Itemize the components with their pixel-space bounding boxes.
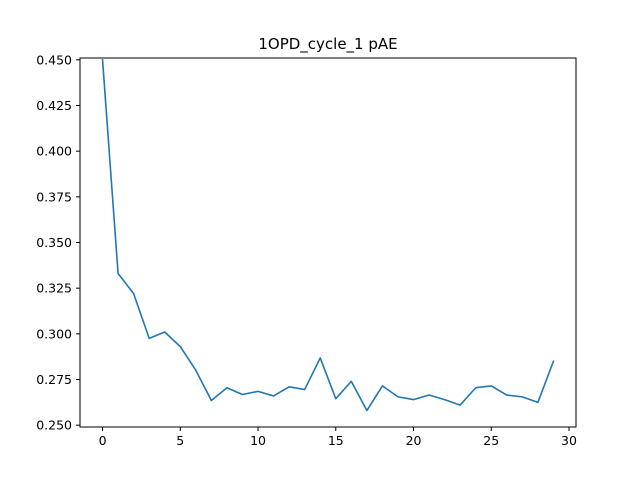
y-tick-label: 0.250 (36, 418, 72, 433)
y-tick-label: 0.375 (36, 189, 72, 204)
x-tick-label: 5 (176, 433, 184, 448)
x-tick-label: 30 (561, 433, 577, 448)
y-tick-label: 0.300 (36, 326, 72, 341)
plot-area (101, 58, 555, 412)
y-tick-label: 0.350 (36, 235, 72, 250)
x-tick-label: 25 (483, 433, 499, 448)
y-tick-label: 0.450 (36, 52, 72, 67)
x-axis: 0 5 10 15 20 25 30 (99, 427, 577, 448)
y-axis: 0.250 0.275 0.300 0.325 0.350 0.375 0.400 0.425… (36, 52, 80, 433)
x-tick-label: 10 (250, 433, 266, 448)
y-tick-label: 0.275 (36, 372, 72, 387)
chart-title: 1OPD_cycle_1 pAE (258, 35, 397, 54)
y-tick-label: 0.425 (36, 98, 72, 113)
plot-frame (79, 57, 577, 428)
y-tick-label: 0.400 (36, 144, 72, 159)
y-tick-label: 0.325 (36, 281, 72, 296)
x-tick-label: 15 (328, 433, 344, 448)
series-line (101, 58, 555, 412)
x-tick-label: 0 (99, 433, 107, 448)
x-tick-label: 20 (406, 433, 422, 448)
